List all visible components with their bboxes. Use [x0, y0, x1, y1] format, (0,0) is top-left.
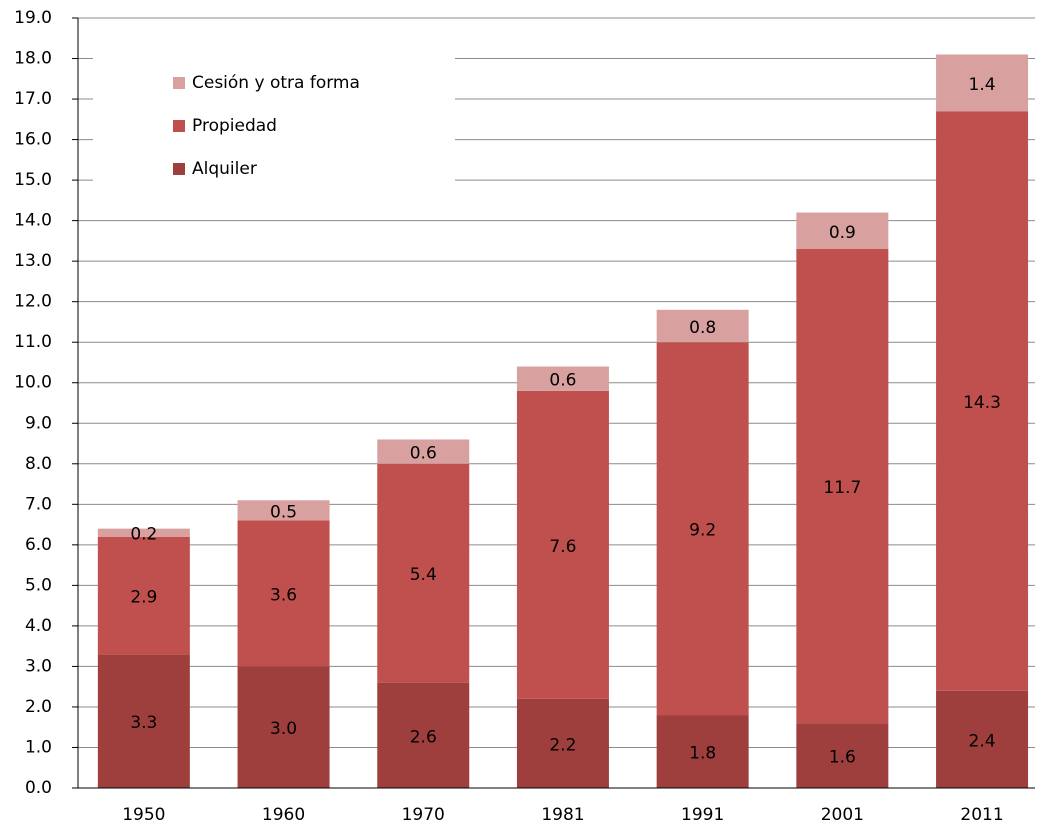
- value-label: 7.6: [549, 537, 576, 557]
- bar-segment: [377, 439, 470, 464]
- value-label: 0.6: [410, 444, 437, 464]
- legend-swatch: [173, 163, 185, 175]
- value-label: 0.2: [130, 525, 157, 545]
- value-label: 1.6: [829, 748, 856, 768]
- bar-segment: [516, 390, 609, 699]
- value-label: 0.6: [549, 371, 576, 391]
- bar-segment: [656, 715, 749, 788]
- y-tick-label: 13.0: [14, 251, 52, 271]
- legend-label: Alquiler: [192, 159, 257, 179]
- y-tick-label: 3.0: [25, 656, 52, 676]
- value-label: 2.2: [549, 735, 576, 755]
- y-tick-label: 10.0: [14, 373, 52, 393]
- bar-segment: [516, 366, 609, 391]
- y-tick-label: 5.0: [25, 575, 52, 595]
- bar-segment: [936, 111, 1029, 691]
- value-label: 5.4: [410, 565, 437, 585]
- value-label: 3.0: [270, 719, 297, 739]
- bar-segment: [97, 654, 190, 788]
- value-label: 2.9: [130, 588, 157, 608]
- value-label: 14.3: [963, 393, 1001, 413]
- x-tick-label: 2011: [960, 805, 1003, 825]
- bar-segment: [516, 698, 609, 788]
- y-tick-label: 4.0: [25, 616, 52, 636]
- bar-segment: [237, 520, 330, 667]
- legend-label: Cesión y otra forma: [192, 73, 360, 93]
- legend-swatch: [173, 120, 185, 132]
- y-tick-label: 11.0: [14, 332, 52, 352]
- value-label: 0.8: [689, 318, 716, 338]
- value-label: 11.7: [823, 478, 861, 498]
- bar-segment: [796, 249, 889, 724]
- y-tick-label: 19.0: [14, 8, 52, 28]
- bar-segment: [377, 682, 470, 788]
- bar-segment: [936, 690, 1029, 788]
- bar-segment: [237, 500, 330, 521]
- y-tick-label: 17.0: [14, 89, 52, 109]
- bar-segment: [97, 528, 190, 537]
- y-tick-label: 2.0: [25, 697, 52, 717]
- y-tick-label: 8.0: [25, 454, 52, 474]
- y-tick-label: 18.0: [14, 49, 52, 69]
- value-label: 1.8: [689, 744, 716, 764]
- value-label: 9.2: [689, 521, 716, 541]
- bar-segment: [97, 536, 190, 655]
- bar-segment: [656, 309, 749, 343]
- y-tick-label: 12.0: [14, 292, 52, 312]
- x-tick-label: 1981: [541, 805, 584, 825]
- y-tick-label: 15.0: [14, 170, 52, 190]
- value-label: 0.9: [829, 223, 856, 243]
- y-tick-label: 16.0: [14, 130, 52, 150]
- bar-segment: [377, 463, 470, 683]
- bar-segment: [237, 666, 330, 788]
- legend-box: [93, 58, 455, 182]
- legend-swatch: [173, 77, 185, 89]
- y-tick-label: 1.0: [25, 737, 52, 757]
- y-tick-label: 6.0: [25, 535, 52, 555]
- value-label: 3.3: [130, 713, 157, 733]
- y-tick-label: 9.0: [25, 413, 52, 433]
- y-tick-label: 0.0: [25, 778, 52, 798]
- value-label: 2.6: [410, 727, 437, 747]
- bar-segment: [656, 342, 749, 716]
- value-label: 0.5: [270, 502, 297, 522]
- x-tick-label: 1991: [681, 805, 724, 825]
- x-tick-label: 1970: [402, 805, 445, 825]
- legend-label: Propiedad: [192, 116, 277, 136]
- x-tick-label: 2001: [821, 805, 864, 825]
- x-tick-label: 1950: [122, 805, 165, 825]
- bar-segment: [936, 54, 1029, 112]
- bar-segment: [796, 212, 889, 249]
- value-label: 3.6: [270, 585, 297, 605]
- y-tick-label: 14.0: [14, 211, 52, 231]
- value-label: 1.4: [969, 75, 996, 95]
- bar-segment: [796, 723, 889, 788]
- y-tick-label: 7.0: [25, 494, 52, 514]
- x-tick-label: 1960: [262, 805, 305, 825]
- value-label: 2.4: [969, 731, 996, 751]
